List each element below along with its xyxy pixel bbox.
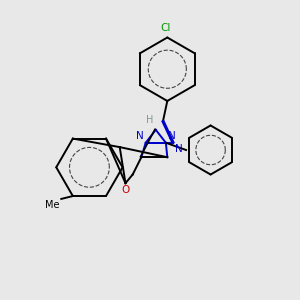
Text: O: O: [122, 184, 130, 195]
Text: H: H: [146, 115, 154, 125]
Text: N: N: [168, 131, 176, 141]
Text: N: N: [136, 131, 143, 141]
Text: Cl: Cl: [161, 23, 171, 33]
Text: N: N: [175, 144, 182, 154]
Text: Me: Me: [45, 200, 60, 210]
